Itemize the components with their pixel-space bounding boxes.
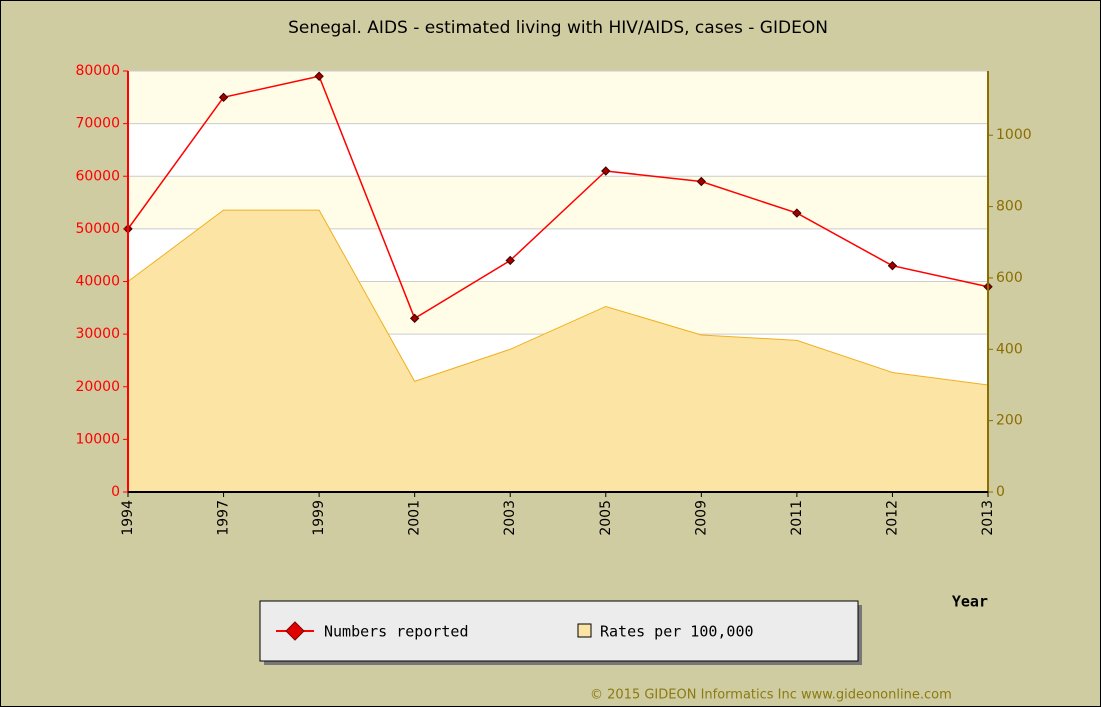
y-tick-label: 80000 <box>75 63 120 79</box>
marker <box>218 92 229 103</box>
y2-tick-label: 200 <box>996 413 1023 429</box>
legend-marker <box>285 621 305 641</box>
x-tick-label: 2001 <box>407 500 423 536</box>
x-tick-label: 2005 <box>598 500 614 536</box>
x-tick-label: 2003 <box>502 500 518 536</box>
x-tick-label: 2009 <box>693 500 709 536</box>
y-tick-label: 20000 <box>75 379 120 395</box>
x-tick-label: 2011 <box>789 500 805 536</box>
x-axis-label: Year <box>952 593 988 611</box>
x-tick-label: 1999 <box>311 500 327 536</box>
marker <box>409 313 420 324</box>
legend-label: Rates per 100,000 <box>600 623 754 641</box>
y-tick-label: 40000 <box>75 274 120 290</box>
band <box>128 71 988 124</box>
line <box>127 75 989 320</box>
area-edge <box>127 209 989 386</box>
area <box>128 210 988 492</box>
marker <box>887 261 898 271</box>
marker <box>314 71 324 81</box>
legend <box>259 600 859 662</box>
plot-area <box>123 70 993 497</box>
marker <box>505 255 515 266</box>
y-tick-label: 60000 <box>75 168 120 184</box>
y2-tick-label: 400 <box>996 341 1023 357</box>
legend-swatch <box>577 623 592 638</box>
marker <box>601 166 611 176</box>
y2-tick-label: 1000 <box>996 127 1032 143</box>
y-tick-label: 70000 <box>75 116 120 132</box>
x-tick-label: 2013 <box>980 500 996 536</box>
credit: © 2015 GIDEON Informatics Inc www.gideon… <box>590 688 952 703</box>
y2-tick-label: 800 <box>996 199 1023 215</box>
chart-title: Senegal. AIDS - estimated living with HI… <box>288 18 828 38</box>
y-tick-label: 50000 <box>75 221 120 237</box>
x-tick-label: 1997 <box>216 500 232 536</box>
y2-tick-label: 0 <box>996 484 1005 500</box>
y-tick-label: 30000 <box>75 326 120 342</box>
y2-tick-label: 600 <box>996 270 1023 286</box>
marker <box>792 208 802 218</box>
x-tick-label: 1994 <box>120 500 136 536</box>
x-tick-label: 2012 <box>884 500 900 536</box>
marker <box>696 176 707 187</box>
y-tick-label: 0 <box>111 484 120 500</box>
y-tick-label: 10000 <box>75 431 120 447</box>
legend-label: Numbers reported <box>324 623 469 641</box>
